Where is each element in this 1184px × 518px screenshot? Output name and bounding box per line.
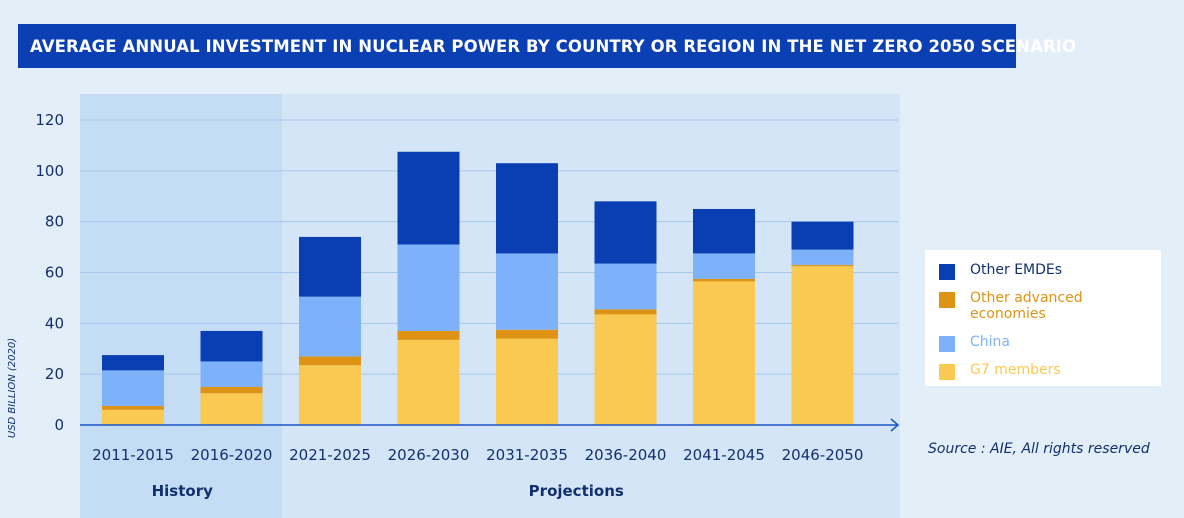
chart-title: AVERAGE ANNUAL INVESTMENT IN NUCLEAR POW… (30, 36, 1077, 56)
bar-other-emdes-2011-2015 (102, 355, 164, 371)
bar-g7-members-2026-2030 (397, 339, 460, 425)
period-label-projections: Projections (529, 482, 624, 500)
legend-label-other-advanced: Other advanced economies (970, 290, 1083, 322)
x-tick-label: 2046-2050 (782, 446, 864, 464)
x-tick-label: 2041-2045 (683, 446, 765, 464)
x-tick-label: 2021-2025 (289, 446, 371, 464)
legend-label-china: China (970, 334, 1010, 350)
bar-china-2046-2050 (791, 249, 854, 265)
bar-china-2021-2025 (299, 296, 361, 357)
bar-g7-members-2041-2045 (693, 281, 755, 425)
bar-other-advanced-economies-2016-2020 (200, 386, 263, 394)
bar-g7-members-2021-2025 (299, 365, 361, 425)
bar-other-emdes-2026-2030 (397, 151, 460, 245)
y-tick-label: 60 (45, 264, 64, 282)
bar-other-emdes-2016-2020 (200, 330, 263, 362)
history-panel (80, 94, 282, 518)
bar-china-2016-2020 (200, 361, 263, 387)
bar-other-emdes-2021-2025 (299, 236, 361, 297)
bar-g7-members-2011-2015 (102, 409, 164, 425)
bar-china-2026-2030 (397, 244, 460, 331)
bar-other-advanced-economies-2011-2015 (102, 405, 164, 410)
y-tick-label: 40 (45, 314, 64, 332)
x-axis-arrow (890, 418, 900, 432)
y-tick-label: 20 (45, 365, 64, 383)
bar-china-2031-2035 (496, 253, 558, 330)
bar-other-emdes-2041-2045 (693, 208, 755, 254)
legend-swatch-g7 (939, 364, 955, 380)
bar-g7-members-2046-2050 (791, 266, 854, 425)
y-tick-label: 100 (35, 162, 64, 180)
bar-g7-members-2016-2020 (200, 393, 263, 425)
period-label-history: History (152, 482, 213, 500)
legend-item-g7: G7 members (939, 362, 1140, 380)
bar-other-advanced-economies-2021-2025 (299, 356, 361, 366)
legend-swatch-china (939, 336, 955, 352)
x-tick-label: 2026-2030 (388, 446, 470, 464)
bar-other-emdes-2036-2040 (594, 201, 657, 264)
legend-swatch-other-emdes (939, 264, 955, 280)
x-tick-label: 2016-2020 (191, 446, 273, 464)
bar-g7-members-2036-2040 (594, 314, 657, 425)
bar-china-2041-2045 (693, 253, 755, 279)
legend-item-other-emdes: Other EMDEs (939, 262, 1140, 280)
legend-swatch-other-advanced (939, 292, 955, 308)
y-axis-label: USD BILLION (2020) (7, 338, 18, 438)
bar-other-advanced-economies-2036-2040 (594, 309, 657, 315)
bar-other-advanced-economies-2031-2035 (496, 329, 558, 339)
legend-item-other-advanced: Other advanced economies (939, 290, 1140, 322)
bar-china-2036-2040 (594, 263, 657, 310)
source-note: Source : AIE, All rights reserved (928, 441, 1150, 457)
bar-other-advanced-economies-2026-2030 (397, 330, 460, 340)
legend: Other EMDEs Other advanced economies Chi… (925, 250, 1161, 386)
bar-other-emdes-2046-2050 (791, 221, 854, 250)
y-tick-label: 80 (45, 213, 64, 231)
x-tick-label: 2011-2015 (92, 446, 174, 464)
legend-item-china: China (939, 334, 1140, 352)
x-tick-label: 2031-2035 (486, 446, 568, 464)
y-tick-label: 0 (54, 416, 64, 434)
bar-other-emdes-2031-2035 (496, 163, 558, 254)
legend-label-g7: G7 members (970, 362, 1061, 378)
x-tick-label: 2036-2040 (585, 446, 667, 464)
chart-canvas: 0 20 40 60 80 100 120 2011-2015 2016-2020 2021-20… (7, 94, 900, 518)
bar-china-2011-2015 (102, 370, 164, 406)
bar-other-advanced-economies-2041-2045 (693, 278, 755, 282)
bar-g7-members-2031-2035 (496, 338, 558, 425)
chart-title-bar: AVERAGE ANNUAL INVESTMENT IN NUCLEAR POW… (18, 24, 1076, 68)
legend-label-other-emdes: Other EMDEs (970, 262, 1063, 278)
bar-other-advanced-economies-2046-2050 (791, 264, 854, 267)
y-tick-label: 120 (35, 111, 64, 129)
